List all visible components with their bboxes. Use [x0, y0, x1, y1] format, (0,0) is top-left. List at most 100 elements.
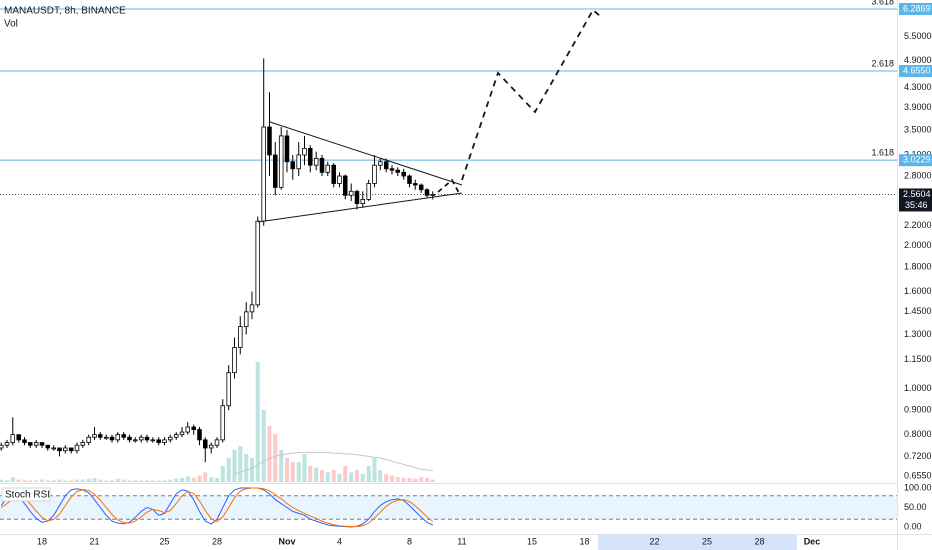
volume-bar: [179, 478, 185, 482]
candle-body: [68, 447, 74, 452]
volume-bar: [197, 475, 202, 482]
fib-price-label: 4.6550: [903, 65, 931, 75]
candle-body: [162, 439, 167, 443]
y-tick-label: 1.1500: [904, 354, 932, 364]
x-tick-label: Nov: [278, 536, 295, 546]
fib-price-label: 6.2869: [903, 3, 931, 13]
projection-dash: [437, 178, 460, 194]
y-tick-label: 1.4500: [904, 306, 932, 316]
y-tick-label: 2.8000: [904, 170, 932, 180]
candle-body: [127, 436, 132, 441]
volume-bar: [0, 479, 4, 482]
volume-bar: [92, 478, 97, 482]
candle-body: [185, 426, 191, 433]
candle-body: [33, 442, 39, 446]
x-tick-label: Dec: [804, 536, 821, 546]
volume-bar: [115, 478, 120, 482]
candle-body: [202, 439, 208, 449]
stoch-label-box: [1, 487, 51, 502]
volume-bar: [86, 478, 91, 482]
candle-body: [325, 164, 331, 173]
stoch-line: [0, 487, 434, 528]
volume-bar: [162, 480, 167, 482]
candle-body: [208, 444, 214, 449]
volume-bar: [255, 362, 260, 482]
candle-body: [86, 436, 91, 443]
candle-body: [407, 175, 412, 184]
volume-bar: [319, 470, 325, 482]
volume-bar: [34, 480, 39, 482]
volume-bar: [69, 480, 74, 482]
volume-bar: [354, 470, 360, 482]
candle-body: [133, 439, 138, 442]
y-tick-label: 0.7200: [904, 451, 932, 461]
candle-body: [267, 126, 272, 156]
volume-bar: [238, 446, 243, 482]
volume-bar: [127, 480, 132, 482]
volume-bar: [98, 479, 103, 482]
fib-price-box: [899, 154, 932, 167]
volume-bar: [314, 467, 319, 482]
candle-body: [313, 157, 319, 166]
fib-ratio-label: 1.618: [871, 148, 894, 158]
volume-bar: [424, 478, 430, 482]
y-tick-label: 5.5000: [904, 31, 932, 41]
volume-bar: [10, 477, 15, 482]
candle-body: [16, 434, 21, 441]
stoch-tick-label: 100.00: [904, 482, 932, 492]
volume-bar: [232, 450, 237, 482]
volume-bar: [296, 462, 301, 482]
volume-bar: [413, 478, 418, 482]
volume-bar: [279, 450, 284, 482]
volume-bar: [121, 479, 126, 482]
volume-bar: [4, 480, 10, 482]
volume-bar: [139, 480, 144, 482]
candle-body: [173, 434, 179, 438]
volume-bar: [331, 470, 336, 482]
y-tick-label: 2.2000: [904, 220, 932, 230]
fib-price-box: [899, 2, 932, 15]
candle-body: [57, 447, 62, 452]
candle-body: [342, 175, 348, 196]
stoch-band: [0, 495, 897, 520]
candle-body: [0, 444, 4, 449]
candle-body: [92, 434, 97, 438]
volume-bar: [349, 472, 354, 482]
volume-bar: [290, 462, 295, 482]
x-tick-label: 28: [754, 536, 764, 546]
volume-bar: [249, 458, 255, 482]
candle-body: [39, 442, 45, 446]
candle-body: [237, 326, 243, 348]
candle-body: [144, 436, 150, 441]
candle-body: [290, 161, 296, 170]
candle-body: [395, 169, 401, 173]
candle-body: [121, 434, 126, 438]
candle-body: [249, 304, 255, 313]
y-tick-label: 2.0000: [904, 240, 932, 250]
candle-body: [150, 439, 156, 442]
y-tick-label: 0.6550: [904, 470, 932, 480]
y-tick-label: 1.6000: [904, 286, 932, 296]
volume-bar: [57, 479, 62, 482]
last-price-box: [899, 188, 932, 212]
candle-body: [255, 220, 261, 306]
volume-bar: [214, 478, 220, 482]
volume-bar: [168, 479, 173, 482]
volume-bar: [308, 466, 313, 482]
candle-body: [197, 429, 202, 441]
candle-body: [179, 431, 185, 436]
candle-body: [337, 175, 342, 184]
candle-body: [22, 439, 27, 443]
candle-body: [243, 311, 249, 328]
x-tick-label: 18: [37, 536, 47, 546]
candle-body: [167, 436, 173, 441]
volume-ma-line: [234, 451, 433, 475]
volume-bar: [389, 475, 395, 482]
candle-body: [331, 164, 336, 184]
volume-bar: [226, 458, 231, 482]
y-tick-label: 3.5000: [904, 124, 932, 134]
symbol-title: MANAUSDT, 8h, BINANCE: [4, 6, 126, 17]
candle-body: [372, 164, 377, 184]
candle-body: [360, 198, 366, 204]
candle-body: [115, 434, 121, 441]
